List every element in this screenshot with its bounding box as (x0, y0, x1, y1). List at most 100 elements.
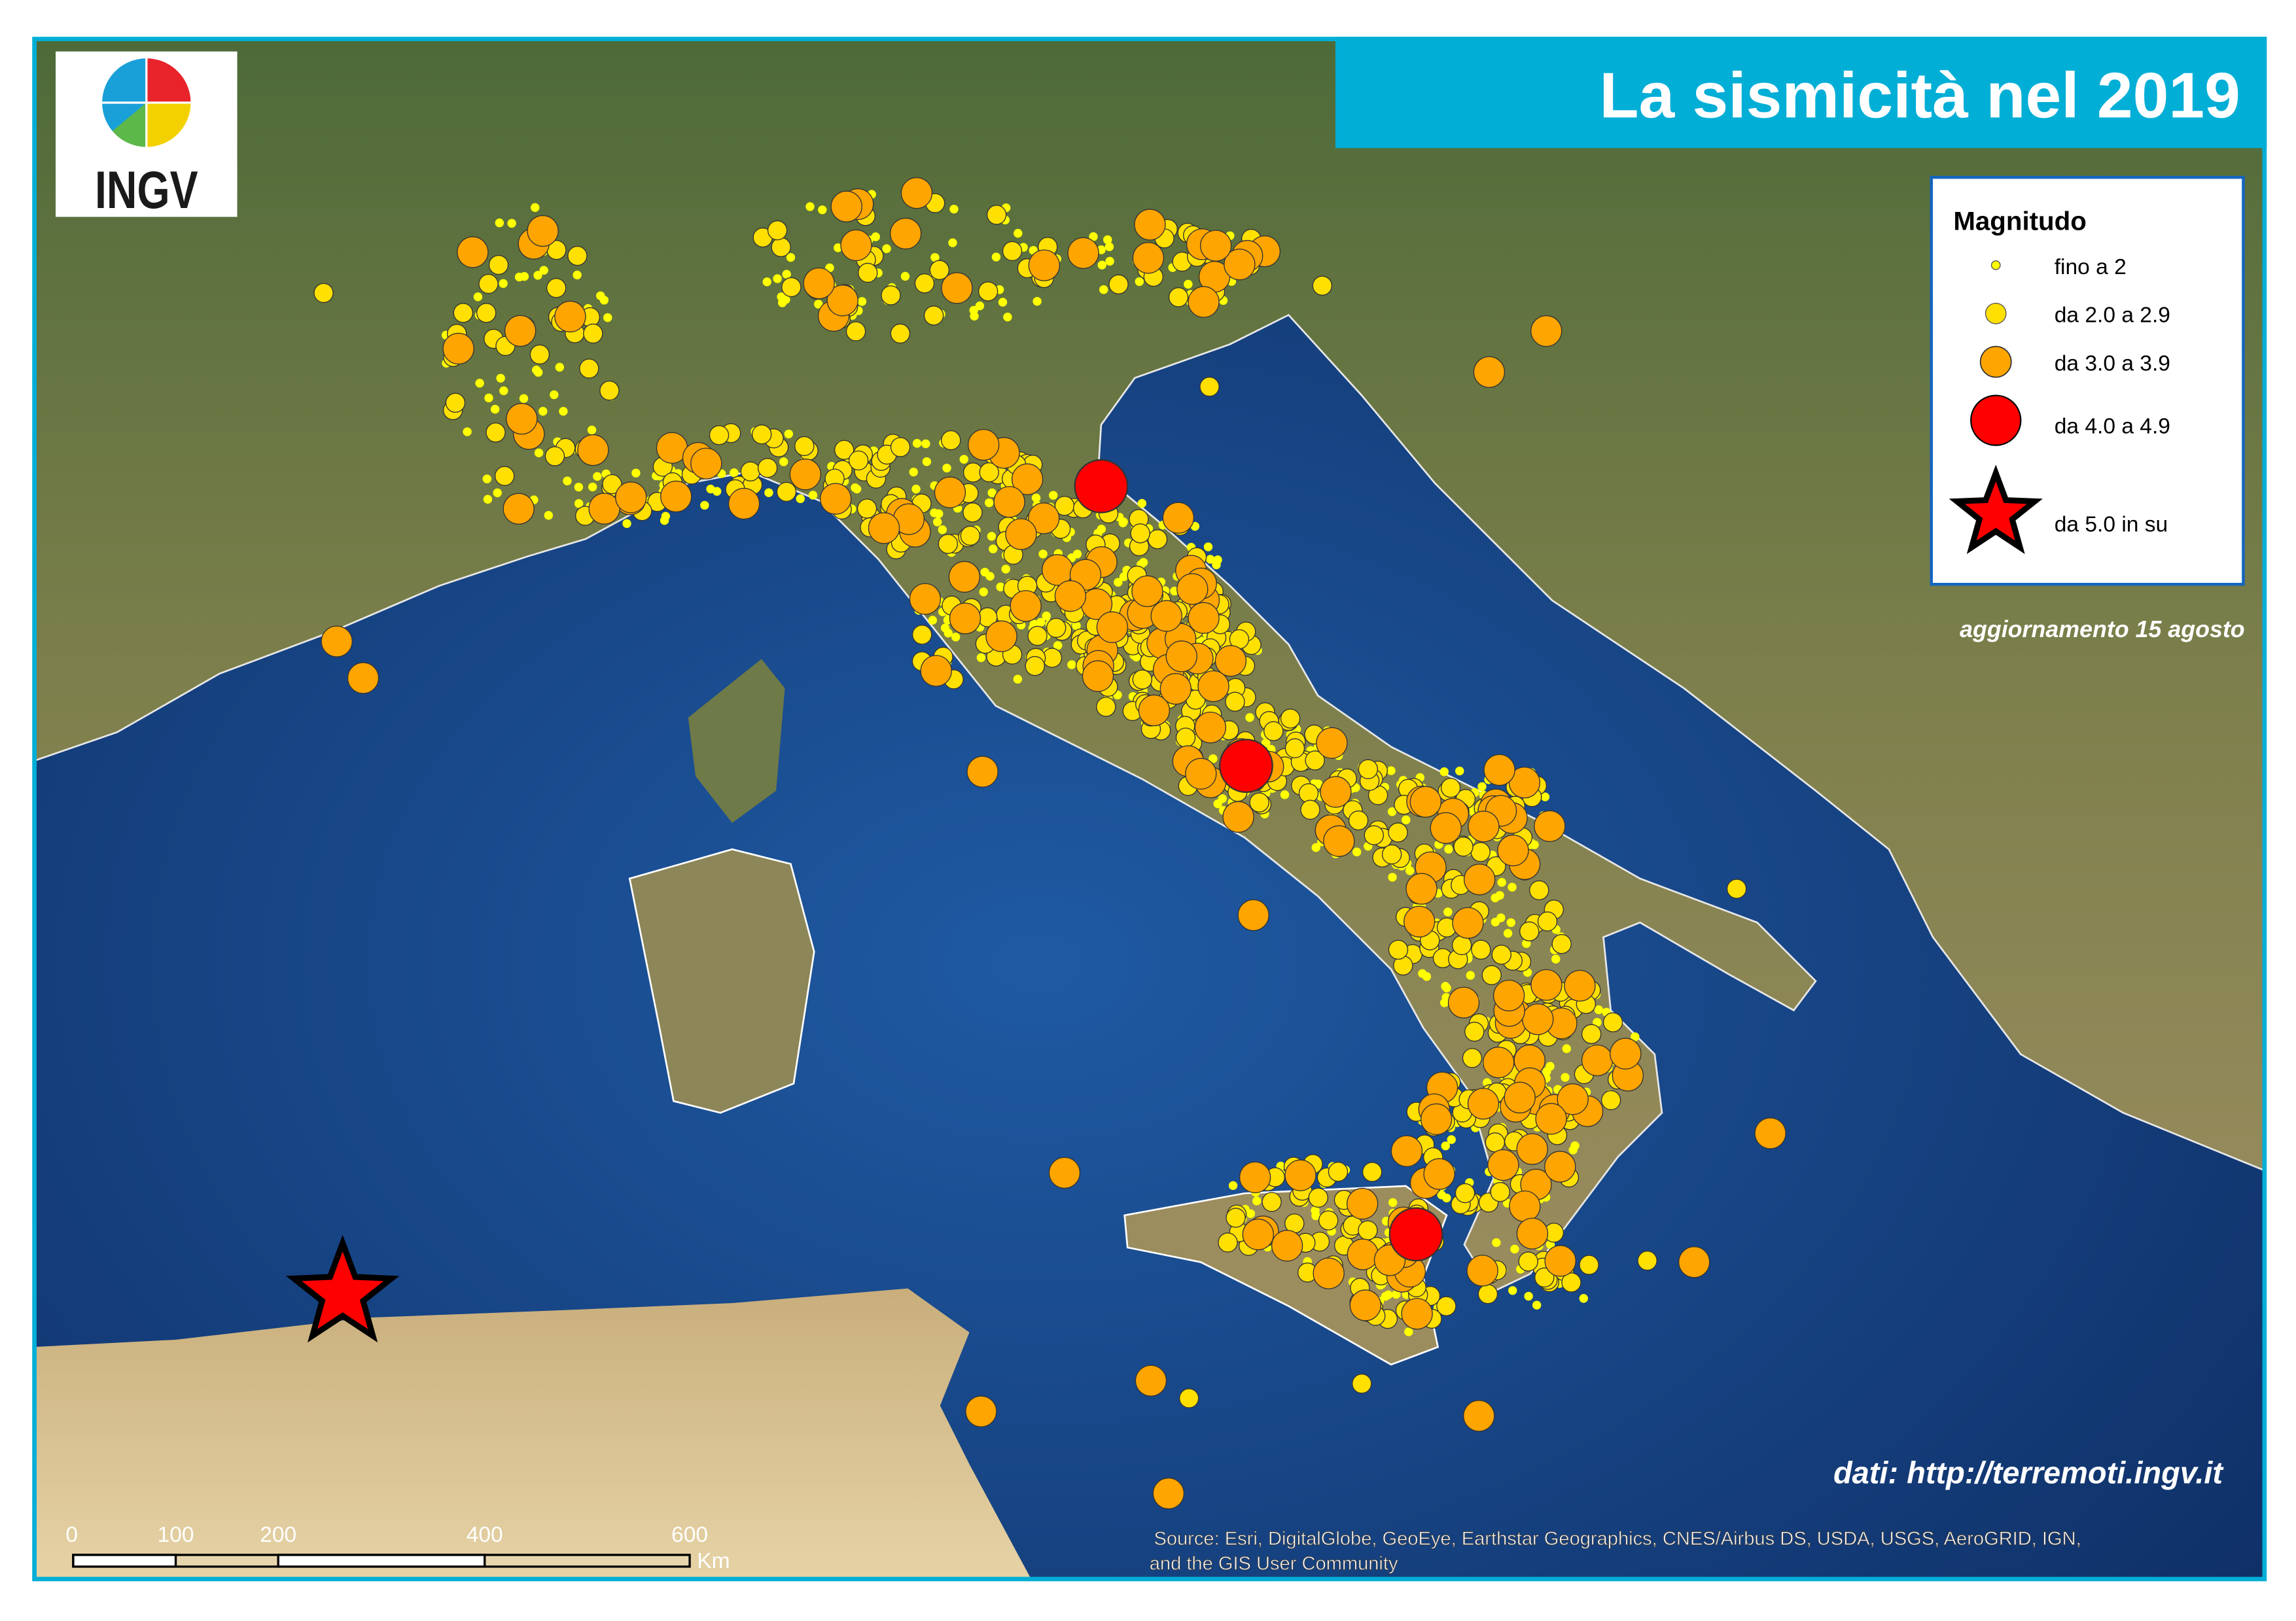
earthquake-marker (1358, 1220, 1378, 1241)
earthquake-marker (1506, 918, 1515, 928)
earthquake-marker (519, 394, 529, 403)
earthquake-marker (577, 434, 609, 466)
earthquake-marker (1600, 1090, 1621, 1111)
earthquake-marker (1072, 621, 1081, 631)
earthquake-marker (488, 254, 509, 275)
earthquake-marker (442, 332, 474, 365)
earthquake-marker (504, 315, 537, 347)
earthquake-marker (1284, 1159, 1316, 1191)
earthquake-marker (1593, 1018, 1602, 1027)
update-note: aggiornamento 15 agosto (1960, 616, 2245, 642)
earthquake-marker (1522, 1003, 1554, 1036)
earthquake-marker (830, 190, 862, 222)
earthquake-marker (911, 625, 932, 645)
earthquake-marker (1134, 209, 1166, 241)
earthquake-marker (593, 472, 602, 481)
earthquake-marker (602, 474, 622, 495)
earthquake-marker (483, 495, 493, 504)
earthquake-marker (1483, 754, 1515, 786)
earthquake-marker (1637, 1250, 1657, 1271)
earthquake-marker (475, 379, 484, 388)
ingv-logo: INGV (56, 51, 238, 220)
earthquake-marker (1036, 618, 1046, 627)
earthquake-marker (482, 474, 492, 483)
earthquake-marker (848, 450, 869, 471)
earthquake-marker (690, 447, 722, 479)
earthquake-marker (1491, 945, 1511, 965)
earthquake-marker (1300, 799, 1320, 820)
earthquake-marker (546, 278, 567, 298)
earthquake-star-marker (285, 1234, 400, 1343)
earthquake-marker (1508, 767, 1541, 799)
earthquake-marker (1159, 672, 1192, 705)
earthquake-marker (1130, 523, 1150, 544)
earthquake-marker (1312, 275, 1333, 296)
earthquake-marker (818, 205, 827, 215)
earthquake-marker (826, 285, 858, 317)
earthquake-marker (1209, 754, 1218, 763)
earthquake-marker (1387, 807, 1397, 816)
earthquake-marker (1184, 279, 1193, 289)
earthquake-marker (1108, 274, 1129, 294)
earthquake-marker (661, 512, 671, 521)
earthquake-marker (533, 368, 543, 377)
earthquake-marker (1206, 555, 1215, 564)
earthquake-marker (1119, 572, 1129, 582)
earthquake-marker (941, 272, 973, 304)
earthquake-marker (1103, 235, 1112, 245)
earthquake-marker (1544, 1151, 1576, 1183)
earthquake-marker (1463, 863, 1496, 896)
earthquake-marker (1096, 611, 1129, 643)
earthquake-marker (1242, 1218, 1274, 1251)
earthquake-marker (1405, 873, 1438, 905)
earthquake-marker (1508, 882, 1517, 892)
earthquake-marker (1311, 843, 1320, 852)
earthquake-marker (1463, 1400, 1495, 1432)
legend-label: da 4.0 a 4.9 (2055, 415, 2170, 439)
scale-label: 0 (65, 1523, 78, 1547)
earthquake-marker (930, 253, 940, 262)
earthquake-marker (1496, 913, 1506, 922)
earthquake-marker (776, 481, 797, 502)
earthquake-marker (1308, 1187, 1328, 1208)
earthquake-marker (1027, 502, 1060, 534)
earthquake-marker (573, 270, 582, 280)
earthquake-marker (762, 277, 771, 287)
earthquake-marker (1028, 249, 1061, 281)
scale-label: 400 (467, 1523, 503, 1547)
earthquake-marker (968, 428, 1000, 461)
earthquake-marker (929, 260, 950, 280)
earthquake-marker (567, 245, 588, 266)
earthquake-marker (979, 587, 988, 597)
earthquake-marker (1305, 750, 1325, 771)
legend-symbol-yellow (1985, 302, 2007, 324)
earthquake-marker (840, 229, 872, 262)
earthquake-marker (1067, 660, 1076, 669)
earthquake-marker (1364, 825, 1385, 846)
earthquake-marker (1261, 738, 1271, 748)
earthquake-marker (1452, 907, 1484, 939)
earthquake-marker (622, 519, 631, 529)
earthquake-marker (1219, 739, 1273, 793)
earthquake-marker (1530, 315, 1563, 347)
earthquake-marker (1490, 1181, 1510, 1202)
earthquake-marker (1388, 873, 1397, 882)
earthquake-marker (499, 386, 508, 396)
earthquake-marker (948, 238, 957, 247)
earthquake-marker (529, 344, 550, 365)
earthquake-marker (1222, 801, 1254, 833)
title-banner (1335, 37, 2267, 148)
earthquake-marker (1561, 1073, 1570, 1082)
map-title: La sismicità nel 2019 (1599, 59, 2240, 131)
earthquake-marker (1404, 905, 1436, 938)
earthquake-marker (1468, 811, 1500, 843)
earthquake-marker (1447, 1135, 1456, 1144)
earthquake-marker (1137, 498, 1147, 508)
earthquake-marker (1132, 242, 1165, 274)
earthquake-marker (789, 459, 822, 491)
earthquake-marker (949, 602, 981, 635)
earthquake-marker (975, 301, 985, 311)
earthquake-marker (834, 440, 855, 461)
legend-label: fino a 2 (2055, 255, 2127, 279)
earthquake-marker (845, 321, 866, 341)
